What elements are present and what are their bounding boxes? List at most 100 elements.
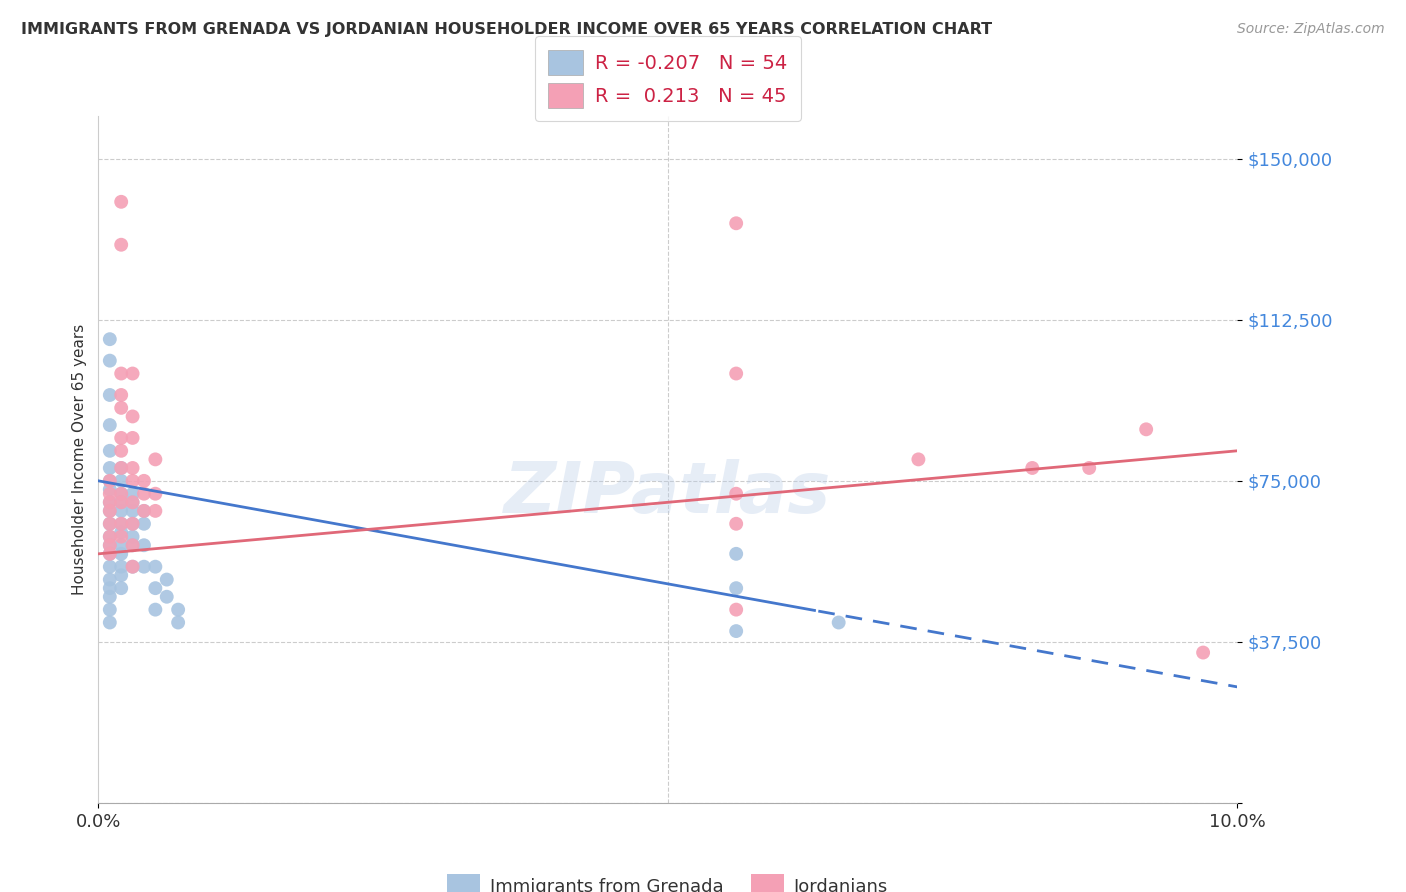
Point [110,525,132,540]
Point [121,409,143,424]
Point [98,615,121,630]
Point [725,624,748,639]
Point [725,487,748,501]
Point [110,487,132,501]
Point [145,559,167,574]
Point [110,559,132,574]
Point [110,495,132,509]
Point [98,353,121,368]
Point [132,538,155,552]
Point [121,495,143,509]
Point [98,516,121,531]
Point [98,495,121,509]
Point [98,581,121,595]
Point [121,559,143,574]
Point [98,573,121,587]
Point [121,504,143,518]
Y-axis label: Householder Income Over 65 years: Householder Income Over 65 years [72,324,87,595]
Point [98,495,121,509]
Point [1192,646,1215,660]
Point [110,504,132,518]
Point [725,547,748,561]
Point [121,367,143,381]
Point [121,461,143,475]
Point [121,474,143,488]
Point [110,530,132,544]
Point [98,487,121,501]
Point [828,615,851,630]
Point [110,388,132,402]
Point [725,581,748,595]
Point [907,452,929,467]
Point [145,487,167,501]
Point [110,538,132,552]
Point [98,538,121,552]
Point [132,504,155,518]
Point [110,461,132,475]
Point [98,590,121,604]
Point [725,216,748,230]
Point [121,538,143,552]
Point [110,581,132,595]
Point [121,559,143,574]
Point [167,615,190,630]
Point [110,194,132,209]
Point [110,443,132,458]
Point [98,417,121,432]
Point [121,516,143,531]
Point [98,504,121,518]
Point [145,602,167,616]
Point [121,495,143,509]
Point [98,474,121,488]
Point [98,516,121,531]
Point [145,581,167,595]
Point [121,530,143,544]
Point [132,487,155,501]
Point [132,516,155,531]
Point [110,367,132,381]
Point [725,602,748,616]
Point [110,568,132,582]
Point [110,487,132,501]
Point [110,431,132,445]
Point [156,590,179,604]
Point [98,547,121,561]
Point [98,547,121,561]
Point [121,516,143,531]
Point [1135,422,1157,436]
Point [98,461,121,475]
Point [110,516,132,531]
Point [98,602,121,616]
Point [98,559,121,574]
Point [110,547,132,561]
Point [110,474,132,488]
Point [98,388,121,402]
Point [145,504,167,518]
Point [145,452,167,467]
Point [121,431,143,445]
Point [121,487,143,501]
Point [98,483,121,497]
Point [1078,461,1101,475]
Text: IMMIGRANTS FROM GRENADA VS JORDANIAN HOUSEHOLDER INCOME OVER 65 YEARS CORRELATIO: IMMIGRANTS FROM GRENADA VS JORDANIAN HOU… [21,22,993,37]
Point [110,516,132,531]
Point [98,504,121,518]
Point [132,559,155,574]
Point [121,538,143,552]
Point [725,516,748,531]
Text: ZIPatlas: ZIPatlas [505,459,831,528]
Point [110,401,132,415]
Point [98,332,121,346]
Point [1021,461,1043,475]
Point [98,443,121,458]
Legend: Immigrants from Grenada, Jordanians: Immigrants from Grenada, Jordanians [433,860,903,892]
Text: Source: ZipAtlas.com: Source: ZipAtlas.com [1237,22,1385,37]
Point [156,573,179,587]
Point [98,530,121,544]
Point [132,474,155,488]
Point [110,495,132,509]
Point [725,367,748,381]
Point [167,602,190,616]
Point [98,530,121,544]
Point [110,237,132,252]
